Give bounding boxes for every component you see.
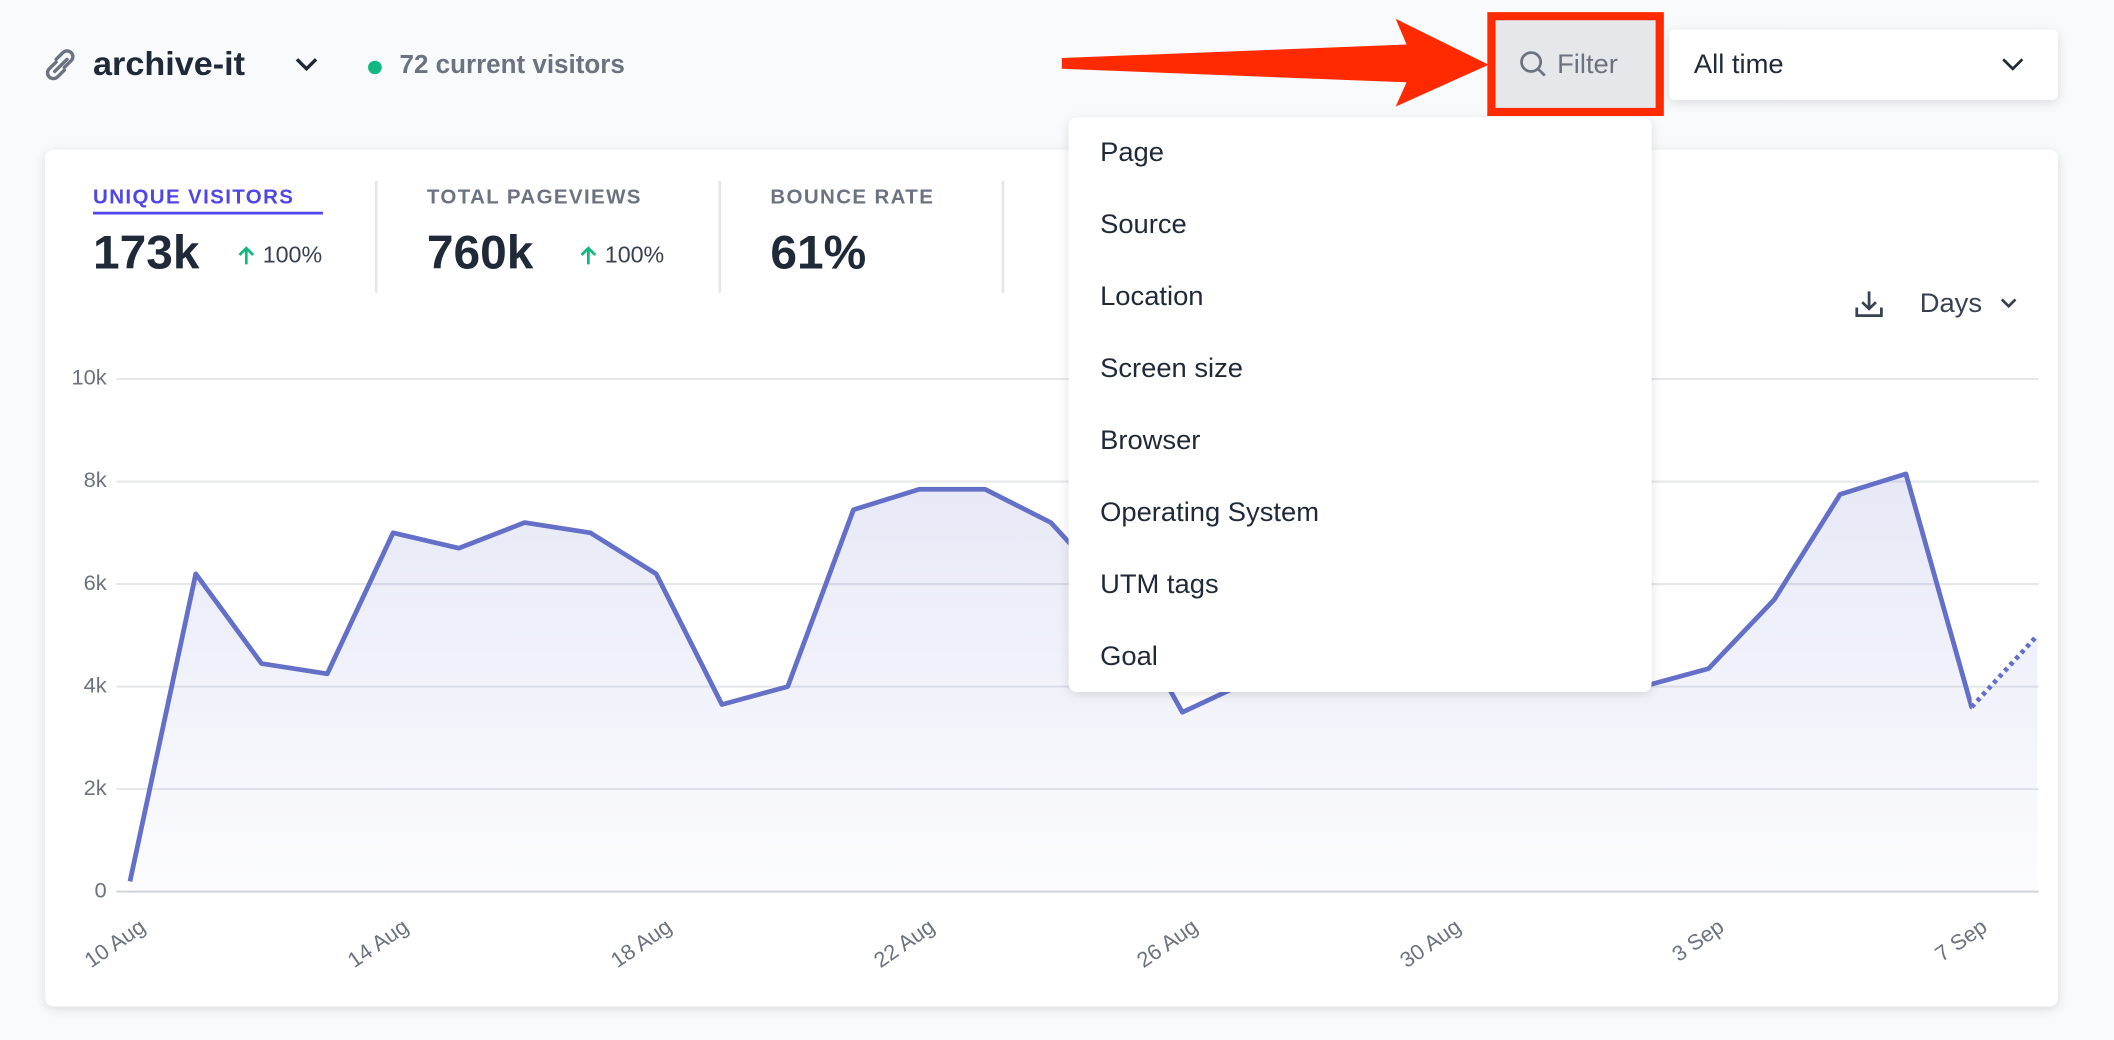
y-tick-label: 6k: [84, 570, 107, 595]
search-icon: [1536, 67, 1546, 77]
menu-item[interactable]: Goal: [1100, 640, 1158, 671]
menu-panel: [1068, 117, 1652, 692]
search-icon: [1520, 51, 1543, 73]
up-arrow: [580, 246, 597, 265]
filter-menu: Page Source Location Screen size Browser Oper…: [1068, 117, 1652, 692]
y-tick-label: 0: [95, 877, 107, 902]
period-dropdown[interactable]: [1669, 29, 2058, 100]
period-chevron[interactable]: [2002, 58, 2024, 71]
interval-chevron[interactable]: [2000, 298, 2017, 309]
stat-label[interactable]: UNIQUE VISITORS: [93, 187, 294, 209]
annotation-arrow: [1061, 18, 1489, 107]
y-tick-label: 2k: [84, 775, 107, 800]
interval-label[interactable]: Days: [1920, 287, 1982, 318]
filter-button[interactable]: [1487, 12, 1664, 117]
menu-item[interactable]: Operating System: [1100, 496, 1319, 527]
current-visitors[interactable]: 72 current visitors: [400, 51, 625, 79]
stat-value: 173k: [93, 227, 200, 280]
stat-label[interactable]: BOUNCE RATE: [770, 187, 934, 209]
site-name[interactable]: archive-it: [93, 45, 245, 83]
menu-item[interactable]: Browser: [1100, 424, 1200, 455]
stat-change: 100%: [605, 241, 664, 267]
menu-item[interactable]: Source: [1100, 208, 1187, 239]
live-dot: [368, 60, 382, 75]
y-tick-label: 4k: [84, 672, 107, 697]
y-tick-label: 8k: [84, 467, 107, 492]
y-tick-label: 10k: [71, 365, 106, 390]
link-icon: [45, 49, 75, 81]
menu-item[interactable]: Screen size: [1100, 352, 1243, 383]
filter-label[interactable]: Filter: [1557, 48, 1618, 79]
menu-item[interactable]: Page: [1100, 136, 1164, 167]
download-icon[interactable]: [1855, 291, 1883, 317]
menu-item[interactable]: UTM tags: [1100, 568, 1219, 599]
up-arrow: [238, 246, 255, 265]
period-label[interactable]: All time: [1694, 48, 1784, 79]
stat-value: 61%: [770, 227, 866, 280]
stat-value: 760k: [427, 227, 534, 280]
menu-item[interactable]: Location: [1100, 280, 1203, 311]
site-chevron[interactable]: [295, 58, 318, 72]
stat-change: 100%: [263, 241, 322, 267]
stat-label[interactable]: TOTAL PAGEVIEWS: [427, 187, 642, 209]
